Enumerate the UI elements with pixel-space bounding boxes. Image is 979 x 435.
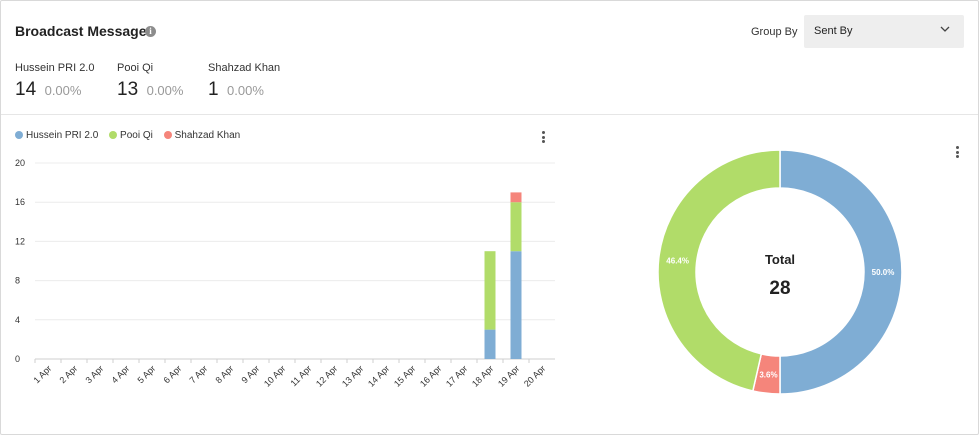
- stat-shahzad: Shahzad Khan 1 0.00%: [208, 62, 280, 101]
- y-tick-label: 12: [15, 236, 25, 246]
- group-by-value: Sent By: [814, 25, 853, 37]
- legend-dot: [15, 131, 23, 139]
- group-by-label: Group By: [751, 26, 798, 38]
- stat-percent: 0.00%: [146, 83, 184, 98]
- divider: [1, 114, 978, 115]
- legend-label: Pooi Qi: [120, 130, 153, 141]
- page-title: Broadcast Messages: [15, 23, 155, 39]
- x-tick-label: 11 Apr: [288, 363, 313, 388]
- x-tick-label: 10 Apr: [262, 363, 287, 388]
- y-tick-label: 8: [15, 276, 20, 286]
- info-icon[interactable]: i: [145, 26, 156, 37]
- stat-hussein: Hussein PRI 2.0 14 0.00%: [15, 62, 94, 101]
- x-tick-label: 18 Apr: [470, 363, 495, 388]
- y-tick-label: 4: [15, 315, 20, 325]
- x-tick-label: 19 Apr: [496, 363, 521, 388]
- stat-percent: 0.00%: [44, 83, 82, 98]
- legend-label: Shahzad Khan: [174, 130, 241, 141]
- stat-pooi: Pooi Qi 13 0.00%: [117, 62, 183, 101]
- x-tick-label: 12 Apr: [314, 363, 339, 388]
- stat-count: 14: [15, 79, 37, 100]
- bar-segment[interactable]: [510, 202, 522, 252]
- x-tick-label: 13 Apr: [340, 363, 365, 388]
- donut-center-value: 28: [769, 278, 790, 299]
- x-tick-label: 20 Apr: [522, 363, 547, 388]
- x-tick-label: 1 Apr: [31, 363, 53, 385]
- donut-slice[interactable]: [779, 149, 903, 395]
- donut-center-title: Total: [765, 252, 795, 267]
- y-tick-label: 0: [15, 354, 20, 364]
- bar-segment[interactable]: [510, 251, 522, 359]
- x-tick-label: 14 Apr: [366, 363, 391, 388]
- x-tick-label: 2 Apr: [57, 363, 79, 385]
- x-tick-label: 7 Apr: [187, 363, 209, 385]
- slice-label: 46.4%: [666, 256, 689, 265]
- slice-label: 3.6%: [759, 370, 777, 379]
- legend-item-hussein[interactable]: Hussein PRI 2.0: [15, 130, 98, 141]
- y-tick-label: 20: [15, 158, 25, 168]
- x-tick-label: 15 Apr: [392, 363, 417, 388]
- stat-count: 13: [117, 79, 139, 100]
- stat-count: 1: [208, 79, 219, 100]
- x-tick-label: 17 Apr: [444, 363, 469, 388]
- x-tick-label: 3 Apr: [83, 363, 105, 385]
- legend-item-shahzad[interactable]: Shahzad Khan: [163, 130, 241, 141]
- x-tick-label: 16 Apr: [418, 363, 443, 388]
- bar-segment[interactable]: [484, 329, 496, 359]
- chart-legend: Hussein PRI 2.0 Pooi Qi Shahzad Khan: [15, 130, 248, 141]
- x-tick-label: 4 Apr: [109, 363, 131, 385]
- x-tick-label: 8 Apr: [213, 363, 235, 385]
- x-tick-label: 5 Apr: [135, 363, 157, 385]
- legend-label: Hussein PRI 2.0: [26, 130, 99, 141]
- slice-label: 50.0%: [872, 268, 895, 277]
- x-tick-label: 6 Apr: [161, 363, 183, 385]
- stat-name: Pooi Qi: [117, 62, 154, 74]
- y-tick-label: 16: [15, 197, 25, 207]
- x-tick-label: 9 Apr: [239, 363, 261, 385]
- bar-segment[interactable]: [510, 192, 522, 203]
- bar-chart: 0 4 8 12 16 20 1 Apr 2 Apr 3 Apr 4 Apr 5 Apr 6 Apr 7…: [15, 158, 555, 389]
- legend-dot: [163, 131, 172, 139]
- legend-dot: [109, 131, 118, 139]
- donut-chart: Total 28 50.0% 3.6% 46.4%: [657, 149, 903, 395]
- chevron-down-icon: [940, 26, 950, 32]
- group-by-select[interactable]: Sent By: [804, 15, 964, 48]
- bar-segment[interactable]: [484, 251, 496, 330]
- donut-slice[interactable]: [657, 149, 781, 392]
- legend-item-pooi[interactable]: Pooi Qi: [109, 130, 153, 141]
- stat-name: Shahzad Khan: [208, 62, 281, 74]
- stat-name: Hussein PRI 2.0: [15, 62, 95, 74]
- donut-chart-menu-icon[interactable]: [955, 146, 959, 160]
- stat-percent: 0.00%: [227, 83, 264, 98]
- bar-chart-menu-icon[interactable]: [541, 131, 545, 145]
